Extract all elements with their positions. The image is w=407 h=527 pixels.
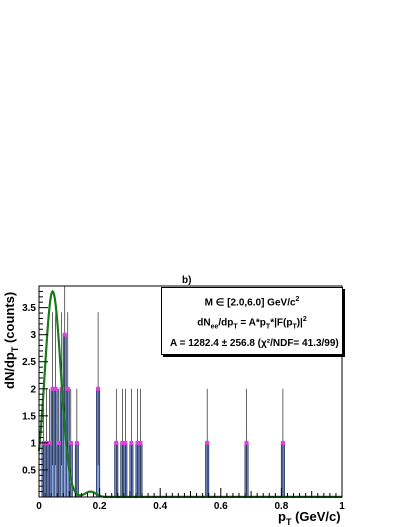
y-tick-label: 0.5 [22, 465, 36, 476]
legend-fit-result: A = 1282.4 ± 256.8 (χ²/NDF= 41.3/99) [170, 338, 339, 349]
data-point [62, 332, 67, 337]
data-point [114, 440, 119, 445]
y-axis-label: dN/dpT (counts) [2, 292, 20, 389]
panel-label: b) [182, 275, 191, 286]
fit-legend: M ∈ [2.0,6.0] GeV/c2 dNee/dpT = A*pT*|F(… [161, 287, 343, 355]
data-point [120, 440, 125, 445]
histogram-bars [41, 334, 285, 498]
data-point [50, 386, 55, 391]
x-tick-label: 0.4 [153, 501, 167, 512]
y-tick-label: 3 [30, 330, 36, 341]
y-tick-label: 3.5 [22, 303, 36, 314]
data-point [205, 440, 210, 445]
y-axis-ticks: 0.5 1 1.5 2 2.5 3 3.5 [22, 290, 48, 498]
data-point [47, 440, 52, 445]
data-point [96, 386, 101, 391]
data-point [53, 386, 58, 391]
data-point [138, 440, 143, 445]
x-axis-label: pT (GeV/c) [278, 509, 341, 527]
y-tick-label: 1 [30, 438, 36, 449]
x-tick-label: 0 [36, 501, 42, 512]
legend-mass-range: M ∈ [2.0,6.0] GeV/c2 [204, 296, 300, 309]
x-tick-label: 1 [339, 501, 345, 512]
data-point [129, 440, 134, 445]
data-point [123, 440, 128, 445]
data-point [244, 440, 249, 445]
x-tick-label: 0.2 [93, 501, 107, 512]
x-tick-label: 0.8 [274, 501, 288, 512]
data-point [135, 440, 140, 445]
legend-fit-formula: dNee/dpT = A*pT*|F(pT)|2 [197, 316, 307, 331]
y-tick-label: 1.5 [22, 411, 36, 422]
data-point [74, 440, 79, 445]
x-axis-ticks: 0 0.2 0.4 0.6 0.8 1 [36, 488, 345, 512]
data-point [56, 440, 61, 445]
data-point [68, 440, 73, 445]
data-point [65, 386, 70, 391]
data-point [280, 440, 285, 445]
y-tick-label: 2.5 [22, 357, 36, 368]
x-tick-label: 0.6 [214, 501, 228, 512]
y-tick-label: 2 [30, 384, 36, 395]
